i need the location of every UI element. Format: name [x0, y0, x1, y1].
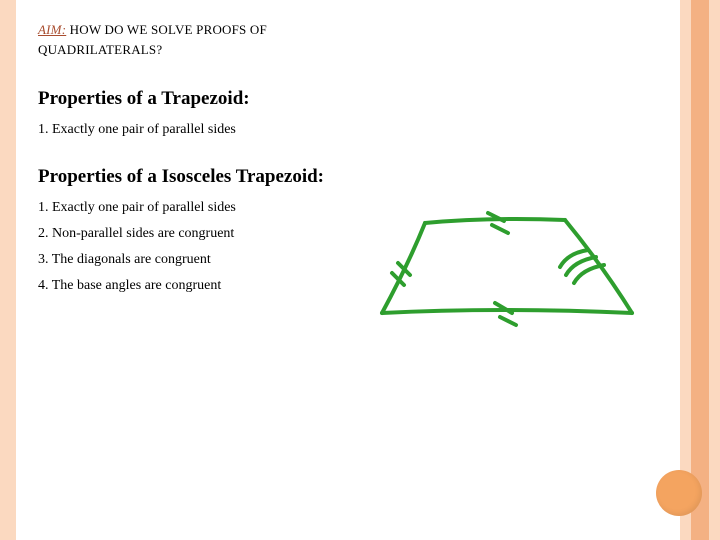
aim-text-1: HOW DO WE SOLVE PROOFS OF — [66, 22, 267, 37]
section1-heading: Properties of a Trapezoid: — [38, 88, 660, 110]
aim-line-1: AIM: HOW DO WE SOLVE PROOFS OF — [38, 22, 660, 38]
section1-item-1: 1. Exactly one pair of parallel sides — [38, 122, 660, 138]
section2-heading: Properties of a Isosceles Trapezoid: — [38, 166, 660, 188]
aim-line-2: QUADRILATERALS? — [38, 42, 660, 58]
decor-stripe-right-inner — [691, 0, 709, 540]
aim-label: AIM: — [38, 22, 66, 37]
slide-badge-icon — [656, 470, 702, 516]
decor-stripe-left — [0, 0, 16, 540]
trapezoid-sketch — [370, 195, 650, 335]
